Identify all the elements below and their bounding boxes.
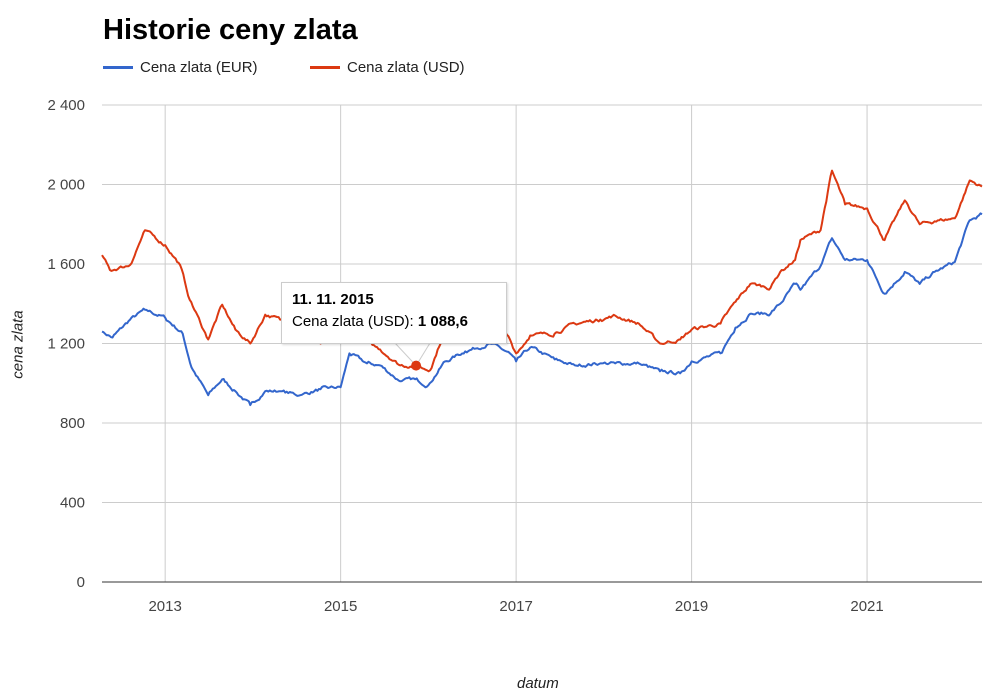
y-tick-label: 1 600 <box>47 256 85 273</box>
x-tick-label: 2013 <box>148 598 181 615</box>
legend-item-usd[interactable]: Cena zlata (USD) <box>310 59 465 76</box>
series-line-eur <box>101 212 983 407</box>
y-tick-label: 0 <box>77 574 85 591</box>
x-tick-label: 2019 <box>675 598 708 615</box>
tooltip-date: 11. 11. 2015 <box>292 291 374 308</box>
x-tick-label: 2021 <box>850 598 883 615</box>
y-tick-label: 800 <box>60 415 85 432</box>
legend-swatch-eur <box>103 66 133 69</box>
legend-swatch-usd <box>310 66 340 69</box>
y-axis-title: cena zlata <box>9 310 27 379</box>
tooltip-label: Cena zlata (USD): <box>292 313 414 330</box>
legend-label-eur: Cena zlata (EUR) <box>140 59 258 76</box>
y-tick-label: 400 <box>60 495 85 512</box>
x-axis-title: datum <box>517 675 559 692</box>
y-tick-label: 1 200 <box>47 336 85 353</box>
y-tick-label: 2 400 <box>47 97 85 114</box>
tooltip-value: 1 088,6 <box>417 313 468 330</box>
legend-label-usd: Cena zlata (USD) <box>347 59 465 76</box>
x-tick-label: 2015 <box>324 598 357 615</box>
legend-item-eur[interactable]: Cena zlata (EUR) <box>103 59 258 76</box>
chart-title: Historie ceny zlata <box>103 14 358 46</box>
tooltip: 11. 11. 2015 Cena zlata (USD): 1 088,6 <box>281 282 507 344</box>
series-line-usd <box>101 169 983 373</box>
y-tick-label: 2 000 <box>47 177 85 194</box>
x-tick-label: 2017 <box>499 598 532 615</box>
highlighted-point <box>411 360 422 371</box>
